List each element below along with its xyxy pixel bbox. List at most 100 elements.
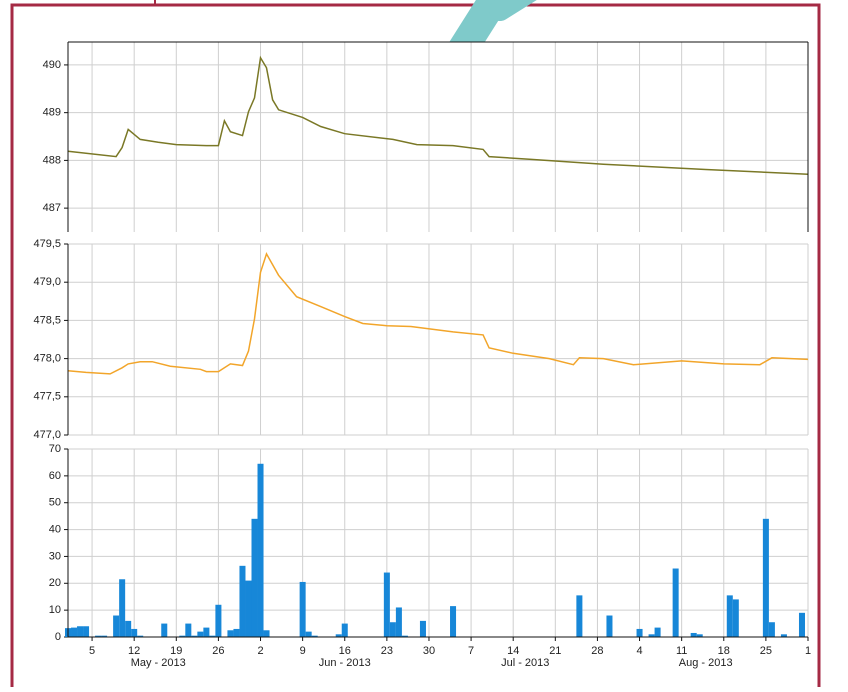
y-tick-label: 20 — [49, 577, 61, 589]
x-tick-label: 14 — [507, 645, 519, 657]
bar — [732, 599, 739, 637]
x-tick-label: 4 — [636, 645, 642, 657]
bar — [227, 630, 234, 637]
y-tick-label: 50 — [49, 497, 61, 509]
bar — [383, 572, 390, 637]
bar — [233, 628, 240, 637]
bar — [696, 634, 703, 637]
x-tick-label: 21 — [549, 645, 561, 657]
month-label: May - 2013 — [131, 657, 186, 669]
bar — [113, 615, 120, 637]
x-tick-label: 1 — [805, 645, 811, 657]
x-tick-label: 11 — [676, 645, 687, 657]
bar — [690, 632, 697, 637]
bar — [209, 635, 216, 637]
bar — [263, 630, 270, 637]
y-tick-label: 60 — [49, 470, 61, 482]
bar — [137, 635, 144, 637]
teal-stroke — [447, 0, 512, 65]
bar — [239, 565, 246, 637]
x-tick-label: 18 — [718, 645, 730, 657]
bar — [197, 631, 204, 637]
bar — [161, 623, 168, 637]
panel-bg — [68, 244, 808, 435]
bar — [654, 627, 661, 637]
bar — [95, 635, 102, 637]
bar — [77, 626, 84, 637]
frame — [10, 3, 821, 692]
bar — [395, 607, 402, 637]
bar — [125, 620, 132, 637]
x-tick-label: 23 — [381, 645, 393, 657]
y-tick-label: 489 — [43, 107, 61, 119]
x-tick-label: 16 — [339, 645, 351, 657]
y-tick-label: 0 — [55, 631, 61, 643]
y-tick-label: 478,5 — [33, 314, 61, 326]
bar — [191, 635, 198, 637]
bar — [311, 635, 318, 637]
y-tick-label: 477,5 — [33, 391, 61, 403]
y-tick-label: 40 — [49, 523, 61, 535]
x-tick-label: 28 — [591, 645, 603, 657]
bar — [341, 623, 348, 637]
bar — [71, 627, 78, 637]
line-series — [67, 55, 809, 175]
bar — [798, 612, 805, 637]
bar — [768, 622, 775, 637]
y-tick-label: 479,0 — [33, 276, 61, 288]
month-label: Jun - 2013 — [319, 657, 371, 669]
y-tick-label: 490 — [43, 59, 61, 71]
x-tick-label: 2 — [257, 645, 263, 657]
bar — [203, 627, 210, 637]
y-tick-label: 478,0 — [33, 353, 61, 365]
bar — [101, 635, 108, 637]
bar — [131, 628, 138, 637]
bar — [419, 620, 426, 637]
y-tick-label: 10 — [49, 604, 61, 616]
line-series — [67, 252, 809, 375]
bar — [257, 463, 264, 637]
bar — [119, 579, 126, 637]
y-tick-label: 477,0 — [33, 429, 61, 441]
bar — [762, 518, 769, 637]
bar — [245, 580, 252, 637]
y-tick-label: 488 — [43, 154, 61, 166]
bar — [185, 623, 192, 637]
bar — [606, 615, 613, 637]
bar — [305, 631, 312, 637]
month-label: Aug - 2013 — [679, 657, 733, 669]
bar — [389, 622, 396, 637]
bar — [401, 635, 408, 637]
y-tick-label: 487 — [43, 202, 61, 214]
x-tick-label: 9 — [300, 645, 306, 657]
x-tick-label: 25 — [760, 645, 772, 657]
bar — [726, 595, 733, 637]
bar — [335, 634, 342, 637]
teal-stroke — [489, 0, 537, 21]
x-tick-label: 26 — [212, 645, 224, 657]
x-tick-label: 30 — [423, 645, 435, 657]
bar — [636, 628, 643, 637]
y-tick-label: 479,5 — [33, 238, 61, 250]
y-tick-label: 30 — [49, 550, 61, 562]
x-tick-label: 19 — [170, 645, 182, 657]
bar — [648, 634, 655, 637]
month-label: Jul - 2013 — [501, 657, 549, 669]
panel-bg — [68, 449, 808, 637]
x-tick-label: 7 — [468, 645, 474, 657]
bar — [215, 604, 222, 637]
x-tick-label: 12 — [128, 645, 140, 657]
bar — [450, 606, 457, 637]
bar — [576, 595, 583, 637]
bar — [251, 518, 258, 637]
plot-area: 487488489490477,0477,5478,0478,5479,0479… — [33, 41, 811, 669]
x-tick-label: 5 — [89, 645, 95, 657]
bar — [179, 635, 186, 637]
bar — [672, 568, 679, 637]
bar — [299, 581, 306, 637]
panel-bg — [68, 42, 808, 232]
y-tick-label: 70 — [49, 443, 61, 455]
bar — [83, 626, 90, 637]
